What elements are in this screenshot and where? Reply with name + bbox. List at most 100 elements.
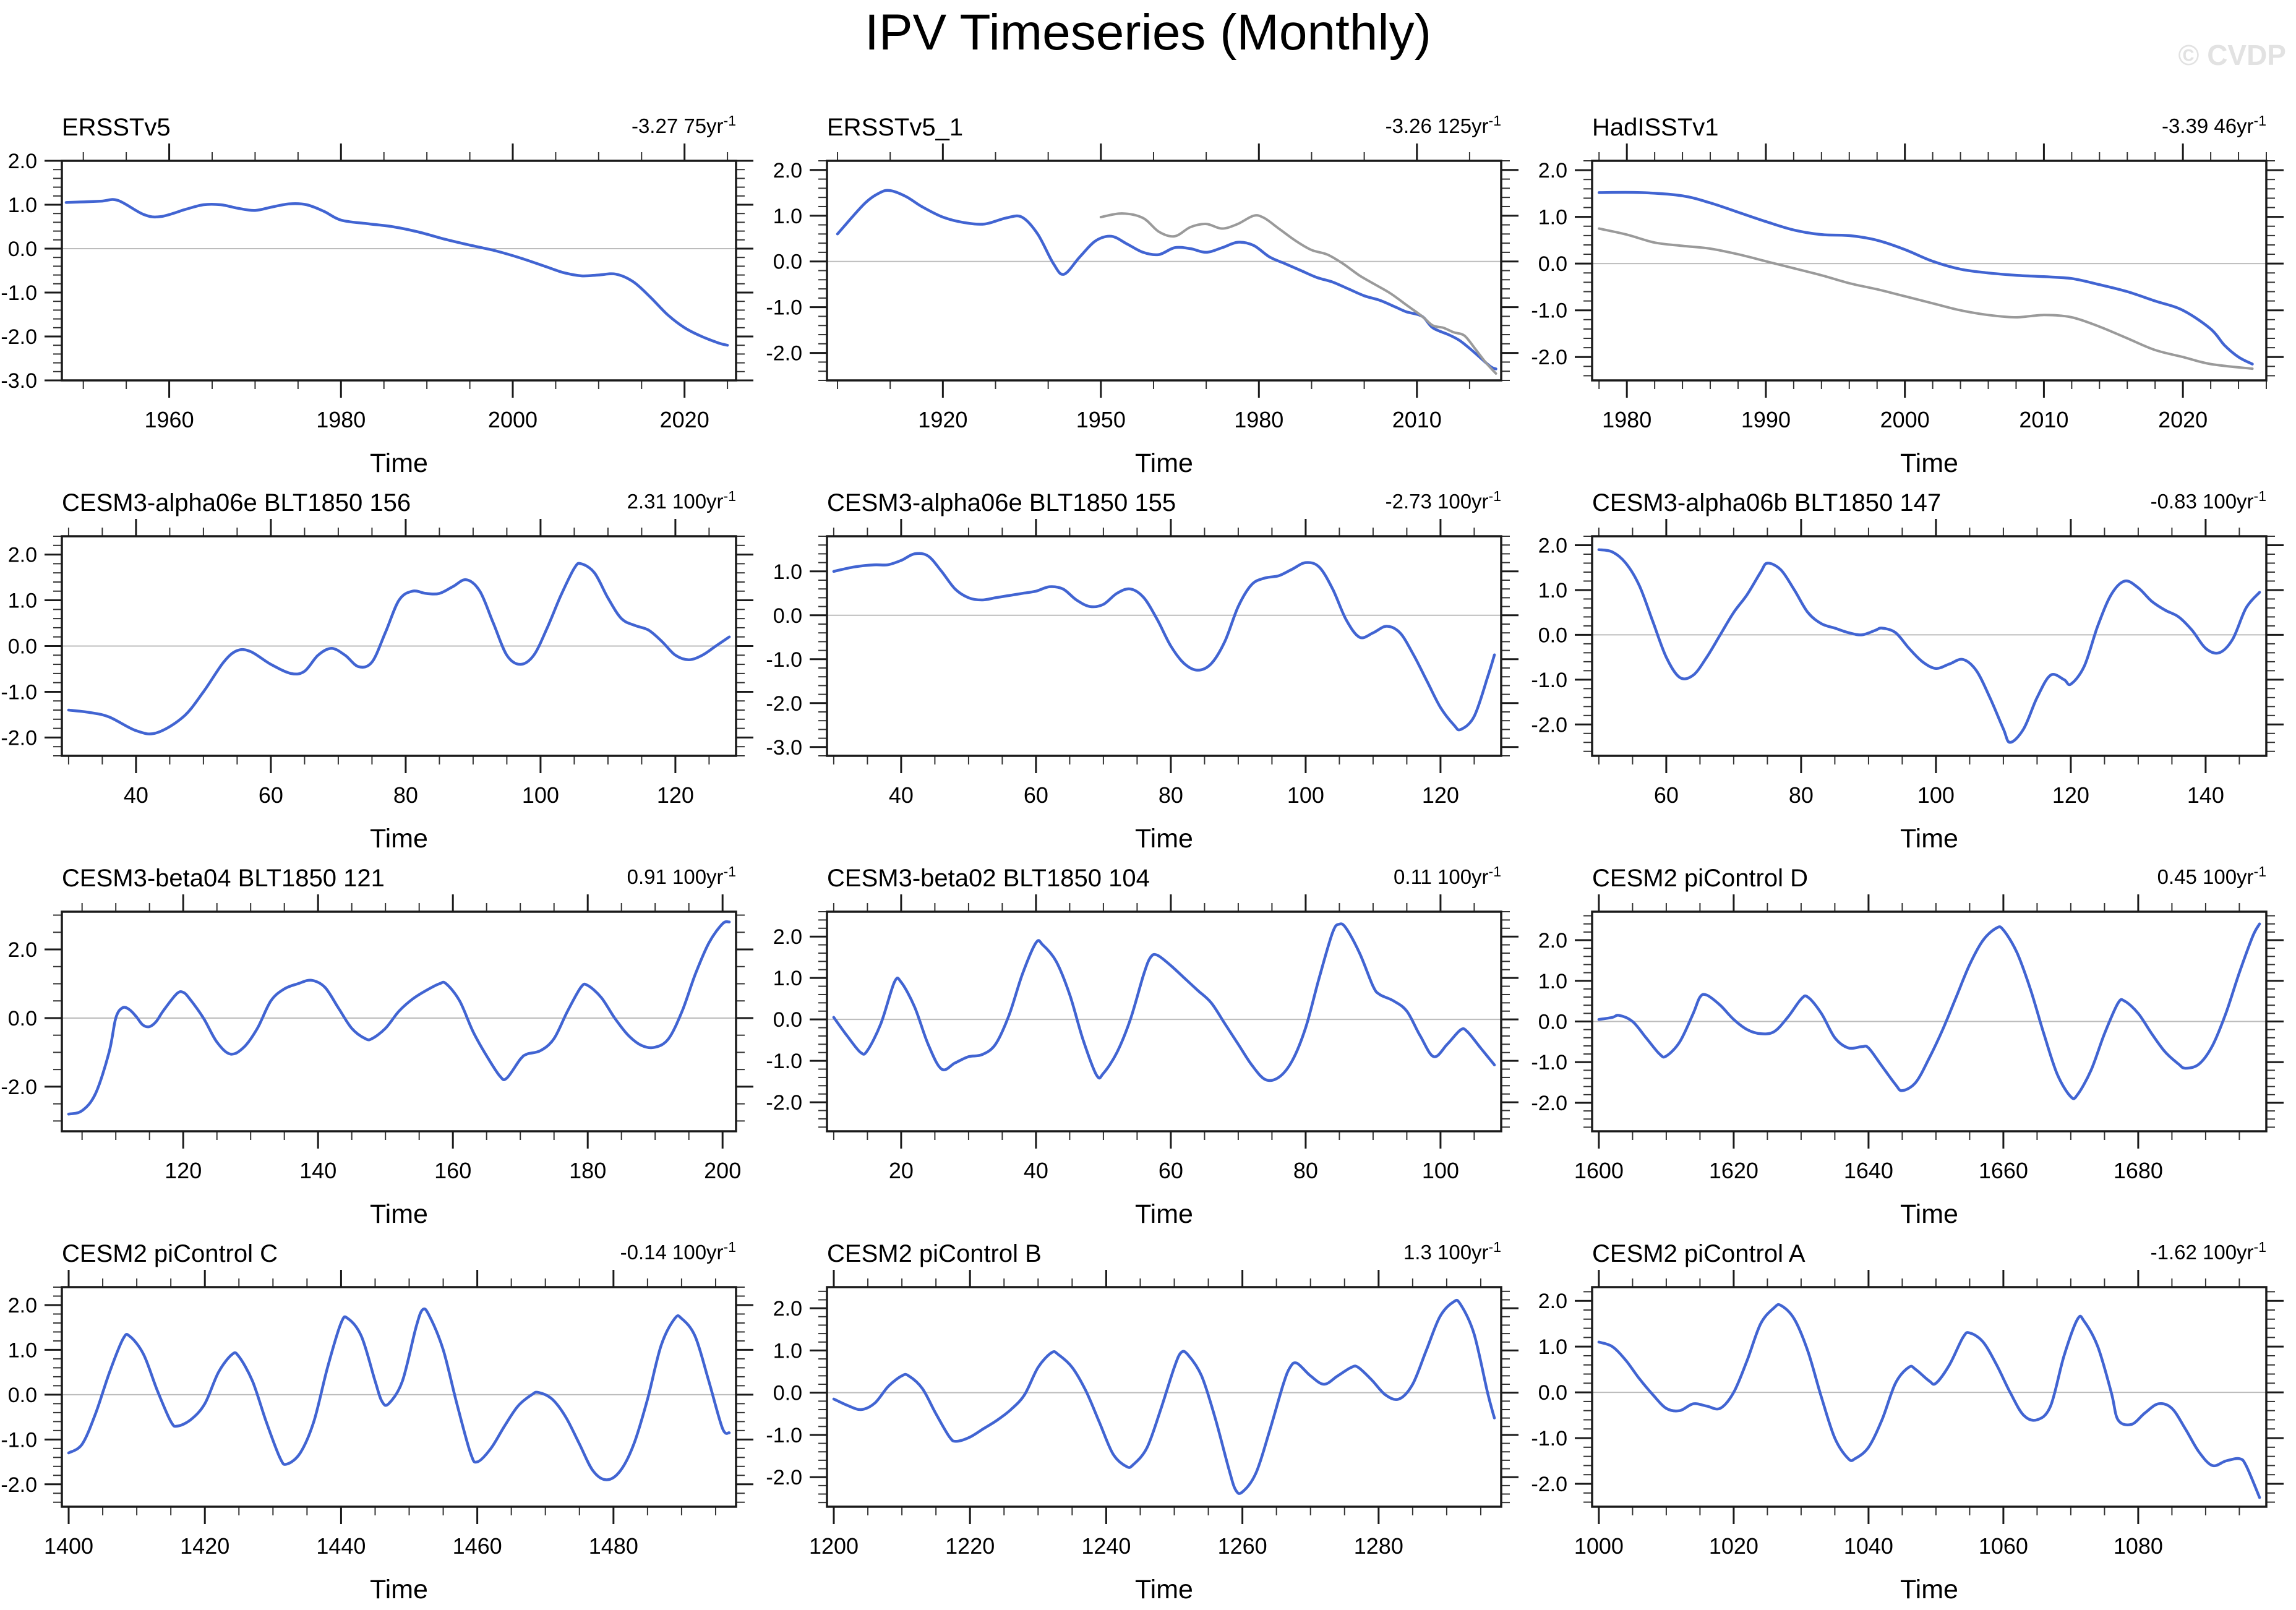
- y-tick-label: 1.0: [773, 1339, 802, 1363]
- y-axis-minor-ticks: [53, 169, 745, 372]
- y-axis-ticks: [810, 1307, 1519, 1478]
- trend-value: 1.3 100yr-1: [1403, 1239, 1501, 1264]
- panel-cesm3-alpha06b-blt1850-147: CESM3-alpha06b BLT1850 147 -0.83 100yr-1 6…: [1530, 484, 2295, 859]
- y-axis-minor-ticks: [818, 1290, 1510, 1504]
- x-tick-label: 140: [2187, 782, 2224, 808]
- x-tick-label: 1980: [316, 407, 366, 432]
- x-tick-label: 1260: [1218, 1533, 1267, 1559]
- x-axis-title: Time: [1135, 824, 1193, 854]
- timeseries-plot: CESM3-beta04 BLT1850 121 0.91 100yr-1 120 1…: [1, 863, 753, 1229]
- y-tick-label: -3.0: [766, 736, 802, 760]
- trend-value: -2.73 100yr-1: [1386, 488, 1501, 513]
- y-tick-label: -1.0: [1531, 299, 1567, 323]
- panel-title: CESM3-alpha06e BLT1850 155: [827, 489, 1176, 516]
- y-tick-label: 2.0: [773, 159, 802, 182]
- trend-value: 0.11 100yr-1: [1394, 863, 1501, 888]
- y-tick-label: -2.0: [766, 1466, 802, 1489]
- panel-title: CESM2 piControl C: [62, 1240, 278, 1267]
- figure-title: IPV Timeseries (Monthly): [865, 4, 1431, 61]
- x-tick-label: 1400: [44, 1533, 93, 1559]
- reference-series-line: [1099, 212, 1497, 375]
- x-axis-title: Time: [370, 824, 428, 854]
- panel-cesm2-picontrol-a: CESM2 piControl A -1.62 100yr-1 1000 1020 10…: [1530, 1235, 2295, 1610]
- panel-title: CESM3-alpha06e BLT1850 156: [62, 489, 411, 516]
- y-tick-label: 1.0: [1538, 579, 1567, 602]
- x-tick-label: 1990: [1741, 407, 1791, 432]
- x-tick-label: 100: [1917, 782, 1955, 808]
- timeseries-plot: CESM2 piControl A -1.62 100yr-1 1000 1020 10…: [1531, 1239, 2284, 1604]
- y-axis-minor-ticks: [818, 536, 1510, 756]
- panel-cesm3-beta02-blt1850-104: CESM3-beta02 BLT1850 104 0.11 100yr-1 20 40…: [765, 859, 1530, 1235]
- trend-value: -3.39 46yr-1: [2162, 113, 2266, 137]
- plot-box: [61, 535, 737, 757]
- x-axis-minor-ticks: [1632, 1278, 2240, 1515]
- y-tick-label: -2.0: [766, 692, 802, 716]
- panel-grid: ERSSTv5 -3.27 75yr-1 1960 1980 2000 2020 2.0 1.…: [0, 108, 2295, 1610]
- y-tick-label: 0.0: [773, 1008, 802, 1032]
- x-tick-label: 100: [1287, 782, 1324, 808]
- y-tick-label: -1.0: [1, 680, 37, 704]
- x-tick-label: 80: [1789, 782, 1814, 808]
- x-axis-title: Time: [1135, 1199, 1193, 1229]
- y-tick-label: -1.0: [766, 1424, 802, 1447]
- timeseries-plot: CESM2 piControl D 0.45 100yr-1 1600 1620 164…: [1531, 863, 2284, 1229]
- y-tick-label: 2.0: [8, 1294, 37, 1317]
- x-axis-ticks: [941, 143, 1418, 398]
- y-tick-label: 0.0: [773, 250, 802, 274]
- x-tick-label: 1460: [453, 1533, 502, 1559]
- trend-value: -3.26 125yr-1: [1386, 113, 1501, 137]
- x-tick-label: 200: [704, 1158, 741, 1183]
- y-tick-label: 2.0: [8, 150, 37, 173]
- x-tick-label: 180: [569, 1158, 606, 1183]
- panel-cesm2-picontrol-c: CESM2 piControl C -0.14 100yr-1 1400 1420 14…: [0, 1235, 765, 1610]
- x-tick-label: 60: [1654, 782, 1679, 808]
- x-tick-label: 1680: [2114, 1158, 2163, 1183]
- y-tick-label: -1.0: [766, 1050, 802, 1073]
- x-tick-label: 1600: [1574, 1158, 1624, 1183]
- y-axis-minor-ticks: [818, 160, 1510, 381]
- y-axis-ticks: [45, 948, 753, 1088]
- timeseries-plot: HadISSTv1 -3.39 46yr-1 1980 1990 2000 2010 202…: [1531, 113, 2284, 478]
- x-axis-title: Time: [370, 1575, 428, 1604]
- y-tick-label: -1.0: [1531, 669, 1567, 692]
- x-axis-ticks: [1598, 894, 2140, 1149]
- panel-title: CESM3-beta02 BLT1850 104: [827, 865, 1150, 892]
- x-axis-title: Time: [1135, 448, 1193, 478]
- y-tick-label: 2.0: [8, 544, 37, 567]
- x-tick-label: 140: [299, 1158, 336, 1183]
- y-axis-minor-ticks: [818, 911, 1510, 1128]
- y-tick-label: 0.0: [773, 1382, 802, 1405]
- x-tick-label: 1280: [1354, 1533, 1403, 1559]
- x-tick-label: 1620: [1709, 1158, 1758, 1183]
- x-tick-label: 40: [1024, 1158, 1048, 1183]
- x-tick-label: 120: [657, 782, 694, 808]
- panel-title: CESM3-alpha06b BLT1850 147: [1592, 489, 1941, 516]
- x-axis-minor-ticks: [867, 1278, 1481, 1515]
- y-tick-label: -2.0: [1, 325, 37, 349]
- x-tick-label: 1020: [1709, 1533, 1758, 1559]
- x-tick-label: 60: [259, 782, 283, 808]
- y-tick-label: 2.0: [773, 1297, 802, 1321]
- timeseries-plot: CESM2 piControl C -0.14 100yr-1 1400 1420 14…: [1, 1239, 753, 1604]
- y-axis-minor-ticks: [1583, 1291, 2275, 1503]
- x-axis-minor-ticks: [1598, 528, 2240, 764]
- trend-value: -0.83 100yr-1: [2151, 488, 2266, 513]
- x-tick-label: 2010: [2019, 407, 2068, 432]
- panel-cesm3-beta04-blt1850-121: CESM3-beta04 BLT1850 121 0.91 100yr-1 120 1…: [0, 859, 765, 1235]
- x-axis-ticks: [900, 519, 1442, 773]
- x-tick-label: 2010: [1392, 407, 1442, 432]
- x-axis-title: Time: [1900, 448, 1958, 478]
- x-axis-minor-ticks: [102, 1278, 716, 1515]
- x-tick-label: 2020: [660, 407, 709, 432]
- y-axis-ticks: [45, 554, 753, 739]
- y-tick-label: -2.0: [1531, 1473, 1567, 1496]
- plot-box: [826, 910, 1502, 1133]
- x-tick-label: 1950: [1076, 407, 1126, 432]
- y-tick-label: 1.0: [8, 589, 37, 613]
- x-tick-label: 1440: [316, 1533, 366, 1559]
- y-tick-label: 0.0: [8, 238, 37, 261]
- y-tick-label: 1.0: [773, 967, 802, 990]
- x-tick-label: 1080: [2114, 1533, 2163, 1559]
- x-tick-label: 1420: [180, 1533, 229, 1559]
